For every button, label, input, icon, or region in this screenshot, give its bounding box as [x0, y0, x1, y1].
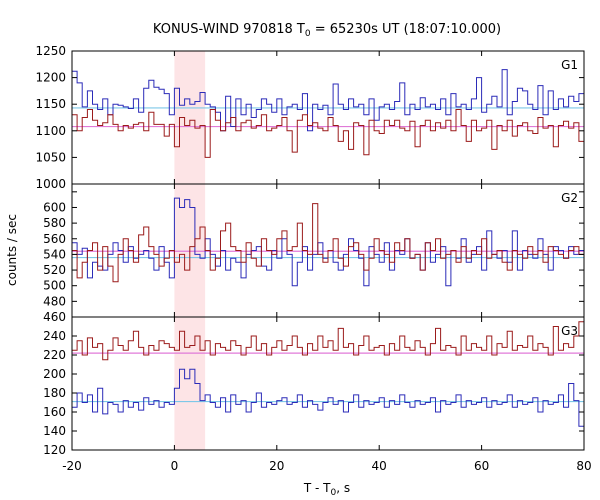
g3-y-tick-label: 140: [43, 424, 66, 438]
chart-title: KONUS-WIND 970818 T0 = 65230s UT (18:07:…: [153, 22, 501, 39]
x-axis-label: T - T0, s: [303, 481, 350, 498]
g1-y-tick-label: 1000: [35, 177, 66, 191]
g2-y-tick-label: 560: [43, 232, 66, 246]
g3-panel-label: G3: [561, 324, 578, 338]
x-tick-label: 0: [171, 459, 179, 473]
g1-blue-series-line: [72, 69, 584, 132]
g1-y-tick-label: 1150: [35, 97, 66, 111]
x-tick-label: 20: [269, 459, 284, 473]
g3-panel-frame: [71, 316, 585, 451]
g2-red-series-line: [72, 203, 584, 283]
y-axis-label: counts / sec: [5, 214, 19, 286]
frame-layer: 125012001150110010501000G160058056054052…: [35, 44, 591, 473]
g3-red-series-line: [72, 321, 584, 361]
g1-y-tick-label: 1100: [35, 124, 66, 138]
x-tick-label: -20: [62, 459, 82, 473]
g2-y-tick-label: 520: [43, 263, 66, 277]
g2-y-tick-label: 600: [43, 200, 66, 214]
x-tick-label: 60: [474, 459, 489, 473]
g3-y-tick-label: 220: [43, 348, 66, 362]
g1-y-tick-label: 1200: [35, 71, 66, 85]
data-layer: [72, 69, 584, 427]
g3-y-tick-label: 120: [43, 443, 66, 457]
g1-red-series-line: [72, 109, 584, 158]
g3-y-tick-label: 180: [43, 386, 66, 400]
g3-blue-series-line: [72, 368, 584, 427]
g2-y-tick-label: 460: [43, 310, 66, 324]
x-tick-label: 80: [576, 459, 591, 473]
g2-y-tick-label: 580: [43, 216, 66, 230]
g3-y-tick-label: 240: [43, 329, 66, 343]
g2-y-tick-label: 480: [43, 294, 66, 308]
g3-y-tick-label: 160: [43, 405, 66, 419]
g1-y-tick-label: 1050: [35, 150, 66, 164]
g1-y-tick-label: 1250: [35, 44, 66, 58]
g2-y-tick-label: 500: [43, 279, 66, 293]
g2-panel-label: G2: [561, 191, 578, 205]
x-tick-label: 40: [372, 459, 387, 473]
g2-y-tick-label: 540: [43, 247, 66, 261]
g1-panel-label: G1: [561, 58, 578, 72]
g3-y-tick-label: 200: [43, 367, 66, 381]
